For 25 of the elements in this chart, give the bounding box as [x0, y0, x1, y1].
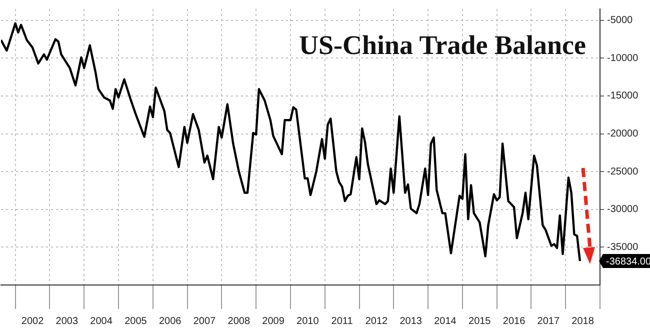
- x-tick-label: 2015: [468, 316, 492, 327]
- y-tick-label: -25000: [607, 166, 639, 178]
- y-tick-label: -15000: [607, 90, 639, 102]
- x-tick-label: 2011: [331, 316, 354, 327]
- y-tick-label: -20000: [607, 128, 639, 140]
- x-tick-label: 2018: [572, 316, 594, 327]
- x-tick-label: 2010: [296, 316, 320, 327]
- y-tick-label: -35000: [607, 242, 639, 253]
- y-tick-label: -5000: [607, 15, 634, 26]
- x-tick-label: 2008: [228, 316, 250, 327]
- x-tick-label: 2006: [158, 316, 182, 327]
- x-tick-label: 2014: [434, 316, 457, 327]
- x-tick-label: 2013: [400, 316, 422, 327]
- x-tick-label: 2009: [262, 316, 285, 327]
- x-tick-label: 2016: [502, 316, 526, 327]
- x-tick-label: 2002: [21, 316, 44, 327]
- text: US-China Trade Balance: [298, 30, 586, 60]
- x-tick-label: 2012: [365, 316, 388, 327]
- x-tick-label: 2004: [90, 316, 113, 327]
- y-tick-label: -30000: [607, 204, 639, 216]
- x-tick-label: 2003: [56, 316, 78, 327]
- x-tick-label: 2017: [537, 316, 560, 327]
- y-tick-label: -10000: [607, 52, 639, 64]
- x-tick-label: 2007: [193, 316, 216, 327]
- x-tick-label: 2005: [124, 316, 148, 327]
